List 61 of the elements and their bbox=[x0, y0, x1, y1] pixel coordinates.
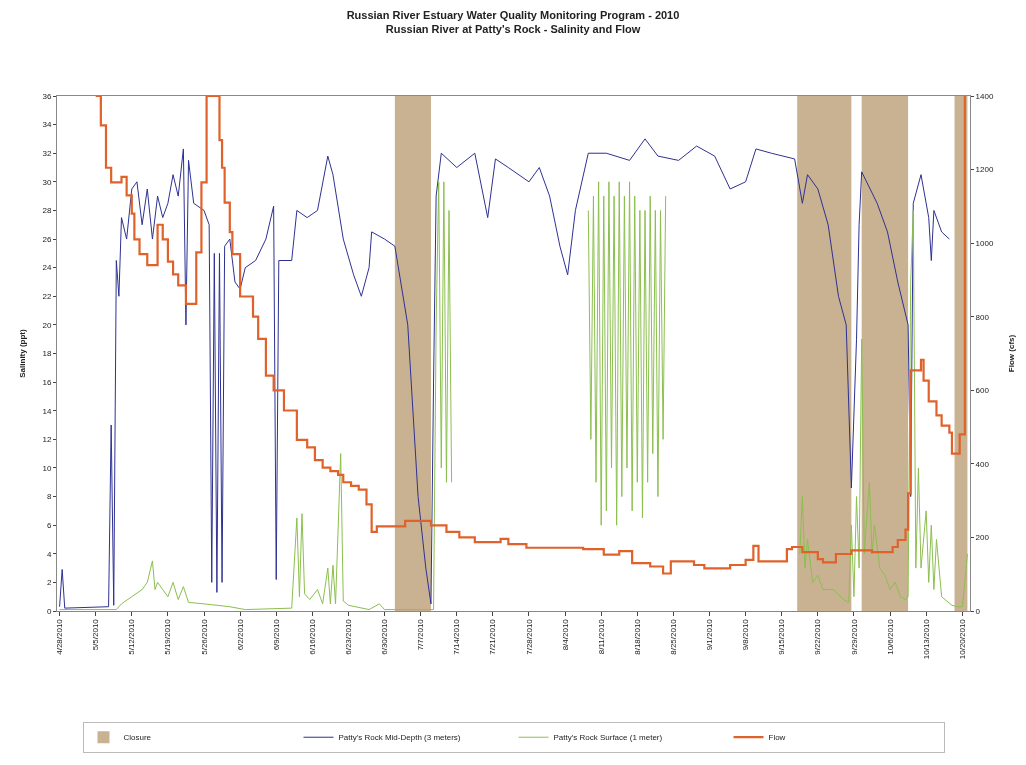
y2-tick-label: 1400 bbox=[975, 91, 994, 101]
legend-label: Patty's Rock Surface (1 meter) bbox=[553, 733, 663, 743]
y2-tick-label: 1200 bbox=[975, 165, 994, 175]
x-tick-label: 7/28/2010 bbox=[524, 618, 534, 655]
x-tick-label: 9/22/2010 bbox=[813, 618, 823, 655]
y-tick-label: 24 bbox=[42, 263, 52, 273]
y-axis-title: Salinity (ppt) bbox=[18, 328, 28, 378]
y2-tick-label: 200 bbox=[975, 533, 990, 543]
y2-axis-title: Flow (cfs) bbox=[1007, 334, 1017, 373]
y2-tick-label: 0 bbox=[975, 606, 981, 616]
x-tick-label: 7/21/2010 bbox=[488, 618, 498, 655]
y-tick-label: 14 bbox=[42, 406, 52, 416]
y-tick-label: 12 bbox=[42, 435, 52, 445]
x-tick-label: 9/8/2010 bbox=[741, 618, 751, 651]
x-tick-label: 6/23/2010 bbox=[344, 618, 354, 655]
x-tick-label: 7/14/2010 bbox=[452, 618, 462, 655]
x-tick-label: 7/7/2010 bbox=[416, 618, 426, 651]
y-tick-label: 16 bbox=[42, 377, 52, 387]
x-tick-label: 5/5/2010 bbox=[91, 618, 101, 651]
x-tick-label: 5/26/2010 bbox=[199, 618, 209, 655]
x-tick-label: 8/25/2010 bbox=[669, 618, 678, 655]
y-tick-label: 4 bbox=[46, 549, 52, 559]
x-tick-label: 6/16/2010 bbox=[307, 618, 317, 655]
x-tick-label: 5/19/2010 bbox=[163, 618, 173, 655]
x-tick-label: 10/6/2010 bbox=[885, 618, 895, 655]
y2-tick-label: 400 bbox=[975, 459, 990, 469]
y-tick-label: 34 bbox=[42, 120, 52, 130]
y2-tick-label: 600 bbox=[975, 386, 990, 396]
legend-label: Patty's Rock Mid-Depth (3 meters) bbox=[338, 733, 461, 743]
x-tick-label: 9/29/2010 bbox=[849, 618, 859, 655]
y2-tick-label: 1000 bbox=[975, 238, 994, 248]
y-tick-label: 30 bbox=[42, 177, 52, 187]
y-tick-label: 8 bbox=[46, 492, 52, 502]
x-tick-label: 8/11/2010 bbox=[596, 618, 606, 655]
y-tick-label: 26 bbox=[42, 234, 52, 244]
x-tick-label: 6/30/2010 bbox=[380, 618, 390, 655]
x-tick-label: 8/18/2010 bbox=[632, 618, 642, 655]
y-tick-label: 2 bbox=[46, 578, 52, 588]
y-tick-label: 18 bbox=[42, 349, 52, 359]
legend-label: Closure bbox=[123, 733, 152, 743]
chart-title: Russian River Estuary Water Quality Monitoring Program - 2010 bbox=[346, 9, 680, 22]
y2-tick-label: 800 bbox=[975, 312, 990, 322]
x-tick-label: 10/13/2010 bbox=[921, 618, 931, 660]
y-tick-label: 20 bbox=[42, 320, 52, 330]
x-tick-label: 10/20/2010 bbox=[957, 618, 967, 660]
x-tick-label: 9/15/2010 bbox=[777, 618, 787, 655]
x-tick-label: 9/1/2010 bbox=[705, 618, 715, 651]
y-tick-label: 6 bbox=[46, 520, 52, 530]
y-tick-label: 28 bbox=[42, 206, 52, 216]
x-tick-label: 6/9/2010 bbox=[271, 618, 281, 651]
x-tick-label: 6/2/2010 bbox=[235, 618, 245, 651]
y-tick-label: 0 bbox=[46, 606, 52, 616]
x-tick-label: 5/12/2010 bbox=[127, 618, 137, 655]
y-tick-label: 32 bbox=[42, 149, 52, 159]
chart-subtitle: Russian River at Patty's Rock - Salinity and Flow bbox=[385, 23, 641, 36]
y-tick-label: 22 bbox=[42, 292, 52, 302]
legend-label: Flow bbox=[768, 733, 786, 743]
y-tick-label: 10 bbox=[42, 463, 52, 473]
x-tick-label: 4/28/2010 bbox=[55, 618, 65, 655]
x-tick-label: 8/4/2010 bbox=[560, 618, 570, 651]
y-tick-label: 36 bbox=[42, 91, 52, 101]
